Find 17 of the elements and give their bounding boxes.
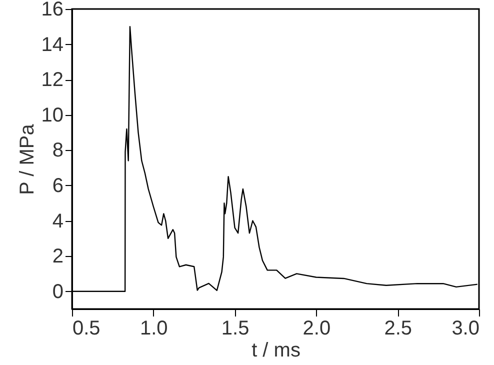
y-tick-label: 14: [41, 34, 64, 56]
x-tick-label: 2.5: [384, 318, 412, 340]
y-axis-title: P / MPa: [16, 123, 38, 195]
y-tick-label: 10: [41, 104, 64, 126]
y-tick-label: 6: [52, 174, 64, 197]
y-tick-label: 4: [52, 210, 64, 232]
x-tick-label: 3.0: [452, 318, 480, 340]
y-tick-label: 16: [41, 0, 64, 20]
x-tick-label: 1.0: [140, 318, 168, 340]
x-tick-label: 2.0: [302, 318, 331, 340]
x-tick-label: 1.5: [221, 318, 250, 340]
y-tick-label: 8: [52, 140, 64, 162]
y-tick-label: 12: [41, 69, 64, 92]
x-axis-title: t / ms: [252, 340, 300, 362]
y-tick-label: 2: [52, 246, 64, 268]
y-tick-label: 0: [52, 280, 64, 303]
x-tick-label: 0.5: [72, 318, 100, 340]
